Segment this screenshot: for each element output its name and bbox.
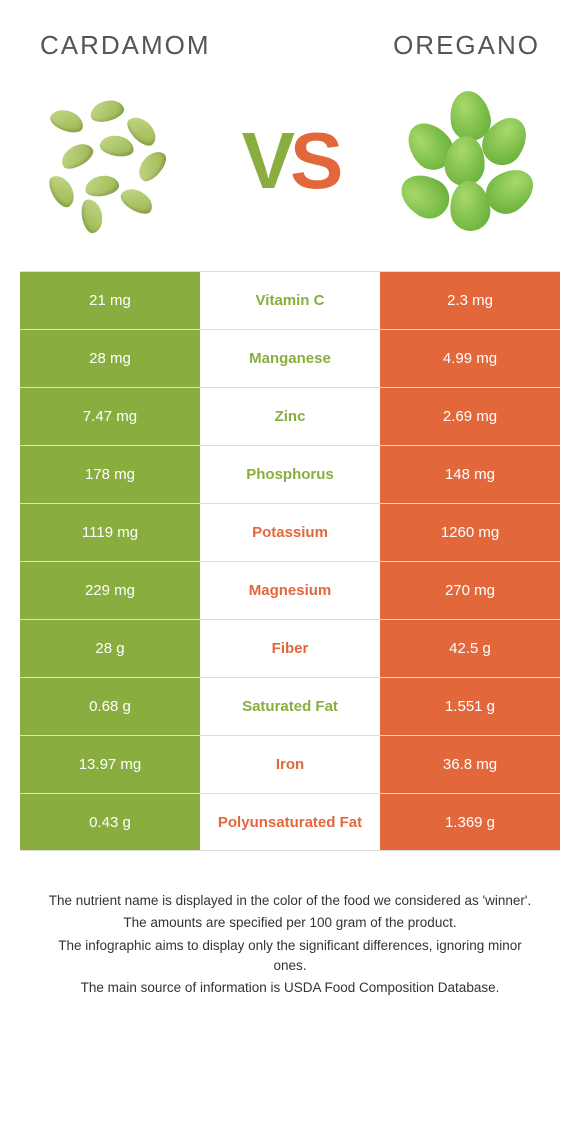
right-value: 36.8 mg xyxy=(380,736,560,793)
table-row: 28 gFiber42.5 g xyxy=(20,619,560,677)
nutrient-label: Saturated fat xyxy=(200,678,380,735)
hero-row: VS xyxy=(20,81,560,241)
table-row: 0.43 gPolyunsaturated fat1.369 g xyxy=(20,793,560,851)
right-value: 1260 mg xyxy=(380,504,560,561)
cardamom-image xyxy=(30,81,190,241)
nutrient-label: Iron xyxy=(200,736,380,793)
left-value: 13.97 mg xyxy=(20,736,200,793)
table-row: 28 mgManganese4.99 mg xyxy=(20,329,560,387)
right-value: 1.369 g xyxy=(380,794,560,850)
left-value: 21 mg xyxy=(20,272,200,329)
table-row: 1119 mgPotassium1260 mg xyxy=(20,503,560,561)
nutrient-label: Vitamin C xyxy=(200,272,380,329)
comparison-table: 21 mgVitamin C2.3 mg28 mgManganese4.99 m… xyxy=(20,271,560,851)
vs-v: V xyxy=(242,116,290,205)
right-value: 270 mg xyxy=(380,562,560,619)
oregano-image xyxy=(390,81,550,241)
left-value: 7.47 mg xyxy=(20,388,200,445)
notes-block: The nutrient name is displayed in the co… xyxy=(20,891,560,998)
right-value: 2.69 mg xyxy=(380,388,560,445)
note-line: The infographic aims to display only the… xyxy=(40,936,540,977)
nutrient-label: Fiber xyxy=(200,620,380,677)
vs-s: S xyxy=(290,116,338,205)
left-value: 0.43 g xyxy=(20,794,200,850)
title-row: CARDAMOM OREGANO xyxy=(20,30,560,61)
left-value: 178 mg xyxy=(20,446,200,503)
nutrient-label: Polyunsaturated fat xyxy=(200,794,380,850)
title-right: OREGANO xyxy=(393,30,540,61)
nutrient-label: Zinc xyxy=(200,388,380,445)
table-row: 13.97 mgIron36.8 mg xyxy=(20,735,560,793)
right-value: 1.551 g xyxy=(380,678,560,735)
vs-label: VS xyxy=(242,115,339,207)
table-row: 0.68 gSaturated fat1.551 g xyxy=(20,677,560,735)
nutrient-label: Manganese xyxy=(200,330,380,387)
left-value: 1119 mg xyxy=(20,504,200,561)
left-value: 0.68 g xyxy=(20,678,200,735)
title-left: CARDAMOM xyxy=(40,30,211,61)
right-value: 2.3 mg xyxy=(380,272,560,329)
left-value: 28 mg xyxy=(20,330,200,387)
left-value: 28 g xyxy=(20,620,200,677)
right-value: 42.5 g xyxy=(380,620,560,677)
right-value: 4.99 mg xyxy=(380,330,560,387)
nutrient-label: Magnesium xyxy=(200,562,380,619)
left-value: 229 mg xyxy=(20,562,200,619)
table-row: 21 mgVitamin C2.3 mg xyxy=(20,271,560,329)
table-row: 7.47 mgZinc2.69 mg xyxy=(20,387,560,445)
nutrient-label: Potassium xyxy=(200,504,380,561)
note-line: The nutrient name is displayed in the co… xyxy=(40,891,540,911)
right-value: 148 mg xyxy=(380,446,560,503)
table-row: 229 mgMagnesium270 mg xyxy=(20,561,560,619)
note-line: The amounts are specified per 100 gram o… xyxy=(40,913,540,933)
note-line: The main source of information is USDA F… xyxy=(40,978,540,998)
table-row: 178 mgPhosphorus148 mg xyxy=(20,445,560,503)
nutrient-label: Phosphorus xyxy=(200,446,380,503)
